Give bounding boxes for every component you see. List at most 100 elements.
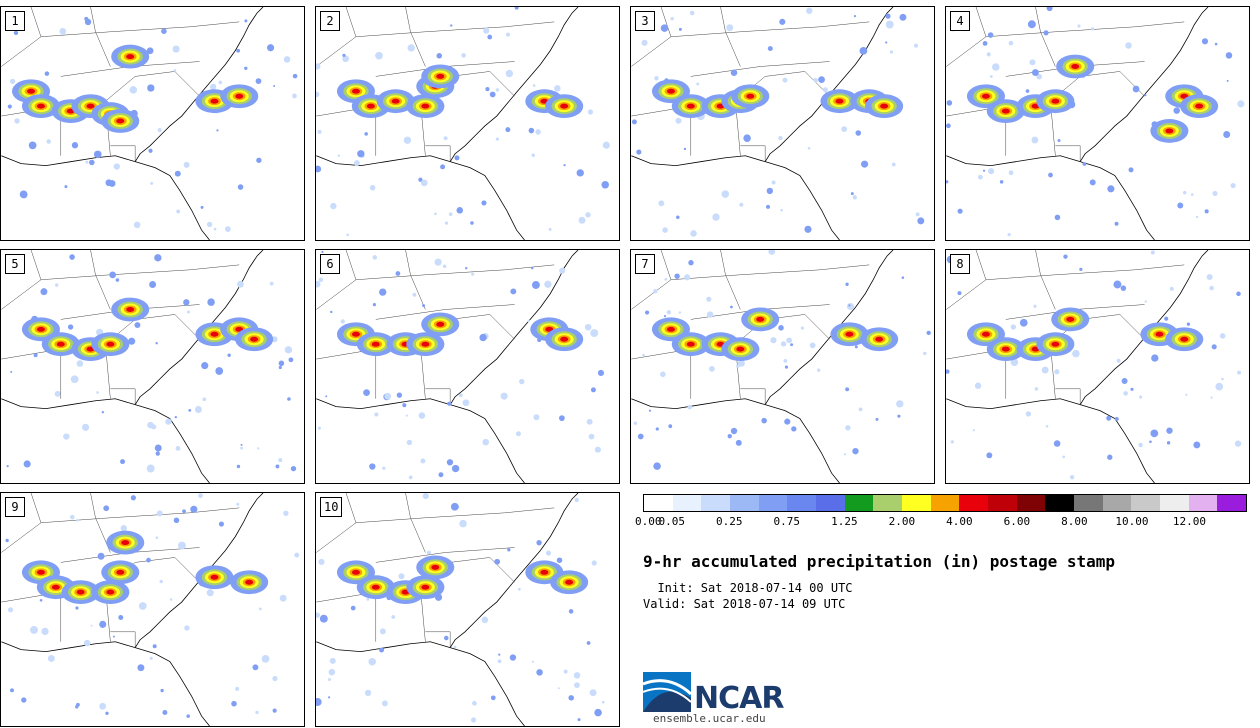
colorbar-swatch xyxy=(1217,495,1247,511)
precip-cell xyxy=(813,77,818,83)
precip-map xyxy=(631,250,931,483)
precip-map xyxy=(1,493,300,726)
precip-cell xyxy=(780,208,783,212)
colorbar-tick-label: 0.75 xyxy=(773,515,801,528)
precip-cell xyxy=(177,541,186,550)
precip-cell xyxy=(1144,94,1147,97)
precip-core xyxy=(540,569,549,575)
precip-cell xyxy=(162,710,168,715)
precip-cell xyxy=(655,427,659,431)
precip-cell xyxy=(379,628,386,635)
precip-cell xyxy=(236,464,241,469)
precip-cell xyxy=(768,250,776,255)
precip-cell xyxy=(631,119,637,125)
precip-cell xyxy=(531,267,534,270)
colorbar-tick-label: 8.00 xyxy=(1061,515,1088,528)
precip-cell xyxy=(316,698,322,706)
precip-core xyxy=(875,336,884,342)
precip-cell xyxy=(379,288,387,296)
colorbar-swatch xyxy=(930,495,960,511)
precip-cell xyxy=(340,319,345,324)
precip-cell xyxy=(357,150,365,158)
precip-cell xyxy=(267,44,275,52)
precip-cell xyxy=(272,675,278,682)
precip-cell xyxy=(453,645,457,649)
precip-cell xyxy=(563,164,566,167)
precip-core xyxy=(56,341,65,347)
precip-cell xyxy=(1166,441,1171,445)
precip-cell xyxy=(696,82,700,86)
precip-cell xyxy=(206,589,214,597)
precip-cell xyxy=(269,281,274,286)
precip-cell xyxy=(1206,273,1213,280)
coastline xyxy=(946,250,1209,483)
colorbar-tick-label: 2.00 xyxy=(888,515,916,528)
precip-cell xyxy=(597,369,605,377)
precip-cell xyxy=(706,296,712,302)
colorbar-swatch xyxy=(873,495,903,511)
state-border xyxy=(316,36,357,67)
state-border xyxy=(355,21,555,37)
precip-cell xyxy=(283,510,289,517)
precip-cell xyxy=(472,700,477,706)
precip-cell xyxy=(853,15,857,18)
precip-cell xyxy=(500,392,508,400)
precip-cell xyxy=(317,426,321,430)
panel-label: 5 xyxy=(5,254,25,274)
precip-cell xyxy=(227,353,231,357)
precip-cell xyxy=(1054,214,1061,221)
precip-cell xyxy=(174,170,181,177)
state-border xyxy=(1,279,42,310)
colorbar-swatch xyxy=(816,495,845,511)
precip-cell xyxy=(1106,415,1112,421)
precip-cell xyxy=(442,264,447,269)
colorbar-swatch xyxy=(959,495,989,511)
precip-cell xyxy=(509,654,517,661)
precip-cell xyxy=(1008,40,1014,46)
precip-cell xyxy=(589,689,597,697)
precip-cell xyxy=(574,682,580,689)
precip-cell xyxy=(846,302,855,311)
precip-cell xyxy=(1139,395,1143,399)
precip-cell xyxy=(487,34,493,40)
precip-cell xyxy=(183,161,190,168)
precip-cell xyxy=(75,606,79,610)
precip-cell xyxy=(328,668,336,676)
precip-core xyxy=(51,584,60,590)
precip-cell xyxy=(39,598,43,602)
precip-cell xyxy=(173,69,177,72)
precip-cell xyxy=(10,688,14,693)
precip-cell xyxy=(105,711,109,715)
state-border xyxy=(1,36,42,67)
precip-map xyxy=(631,7,925,240)
precip-cell xyxy=(481,200,487,206)
precip-cell xyxy=(982,41,988,46)
colorbar xyxy=(643,494,1247,512)
precip-cell xyxy=(112,635,115,638)
precip-cell xyxy=(321,250,324,253)
precip-cell xyxy=(497,659,502,664)
colorbar-tick-label: 6.00 xyxy=(1003,515,1031,528)
precip-cell xyxy=(1182,191,1187,195)
state-border xyxy=(30,7,42,37)
precip-cell xyxy=(183,299,190,306)
precip-cell xyxy=(917,217,925,225)
precip-cell xyxy=(138,602,147,610)
precip-core xyxy=(1051,341,1060,347)
state-border xyxy=(355,264,555,280)
precip-cell xyxy=(712,213,720,221)
state-border xyxy=(489,71,515,97)
colorbar-swatch xyxy=(644,495,673,511)
coastline xyxy=(316,493,579,726)
precip-cell xyxy=(420,458,426,464)
precip-cell xyxy=(384,392,392,400)
stamp-panel-7: 7 xyxy=(630,249,935,484)
precip-cell xyxy=(591,560,597,566)
precip-map xyxy=(1,250,297,483)
precip-cell xyxy=(174,415,177,419)
precip-cell xyxy=(1079,267,1083,271)
precip-cell xyxy=(406,439,413,446)
precip-core xyxy=(981,93,990,99)
precip-cell xyxy=(1215,382,1224,391)
precip-cell xyxy=(194,406,202,414)
